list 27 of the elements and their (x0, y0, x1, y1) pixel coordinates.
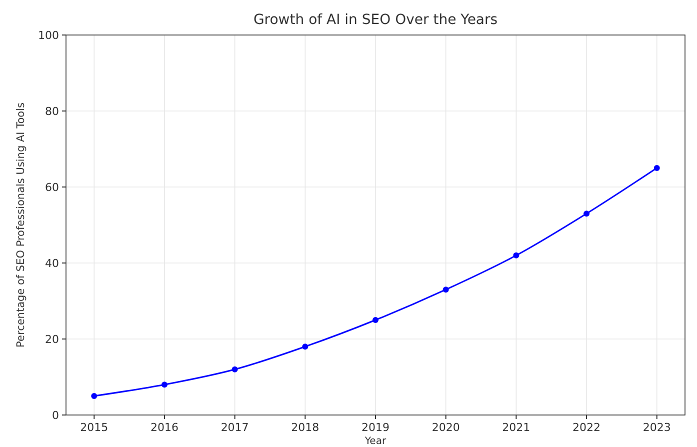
point (91, 393, 98, 399)
y-axis-title: Percentage of SEO Professionals Using AI Tools (15, 102, 27, 348)
point (584, 210, 590, 217)
x-tick-label: 2018 (291, 421, 320, 434)
y-tick-label: 0 (52, 409, 59, 422)
y-tick-label: 100 (38, 29, 59, 42)
point (513, 252, 520, 258)
x-tick-label: 2021 (502, 421, 530, 434)
x-tick-label: 2017 (220, 421, 249, 434)
x-tick-label: 2020 (432, 421, 460, 434)
x-tick-label: 2019 (362, 421, 390, 434)
x-axis-title: Year (364, 436, 387, 447)
point (372, 317, 378, 323)
x-tick-label: 2016 (150, 421, 178, 434)
x-tick-label: 2015 (80, 421, 108, 434)
chart-title: Growth of AI in SEO Over the Years (253, 12, 498, 28)
point (302, 344, 308, 350)
y-tick-label: 60 (45, 181, 59, 194)
y-tick-label: 20 (45, 333, 59, 346)
y-tick-label: 80 (45, 105, 59, 118)
x-tick-label: 2023 (642, 421, 671, 434)
y-tick-label: 40 (45, 257, 59, 270)
point (654, 165, 660, 171)
x-tick-label: 2022 (572, 421, 601, 434)
point (232, 366, 238, 372)
point (442, 286, 449, 293)
point (161, 382, 168, 388)
